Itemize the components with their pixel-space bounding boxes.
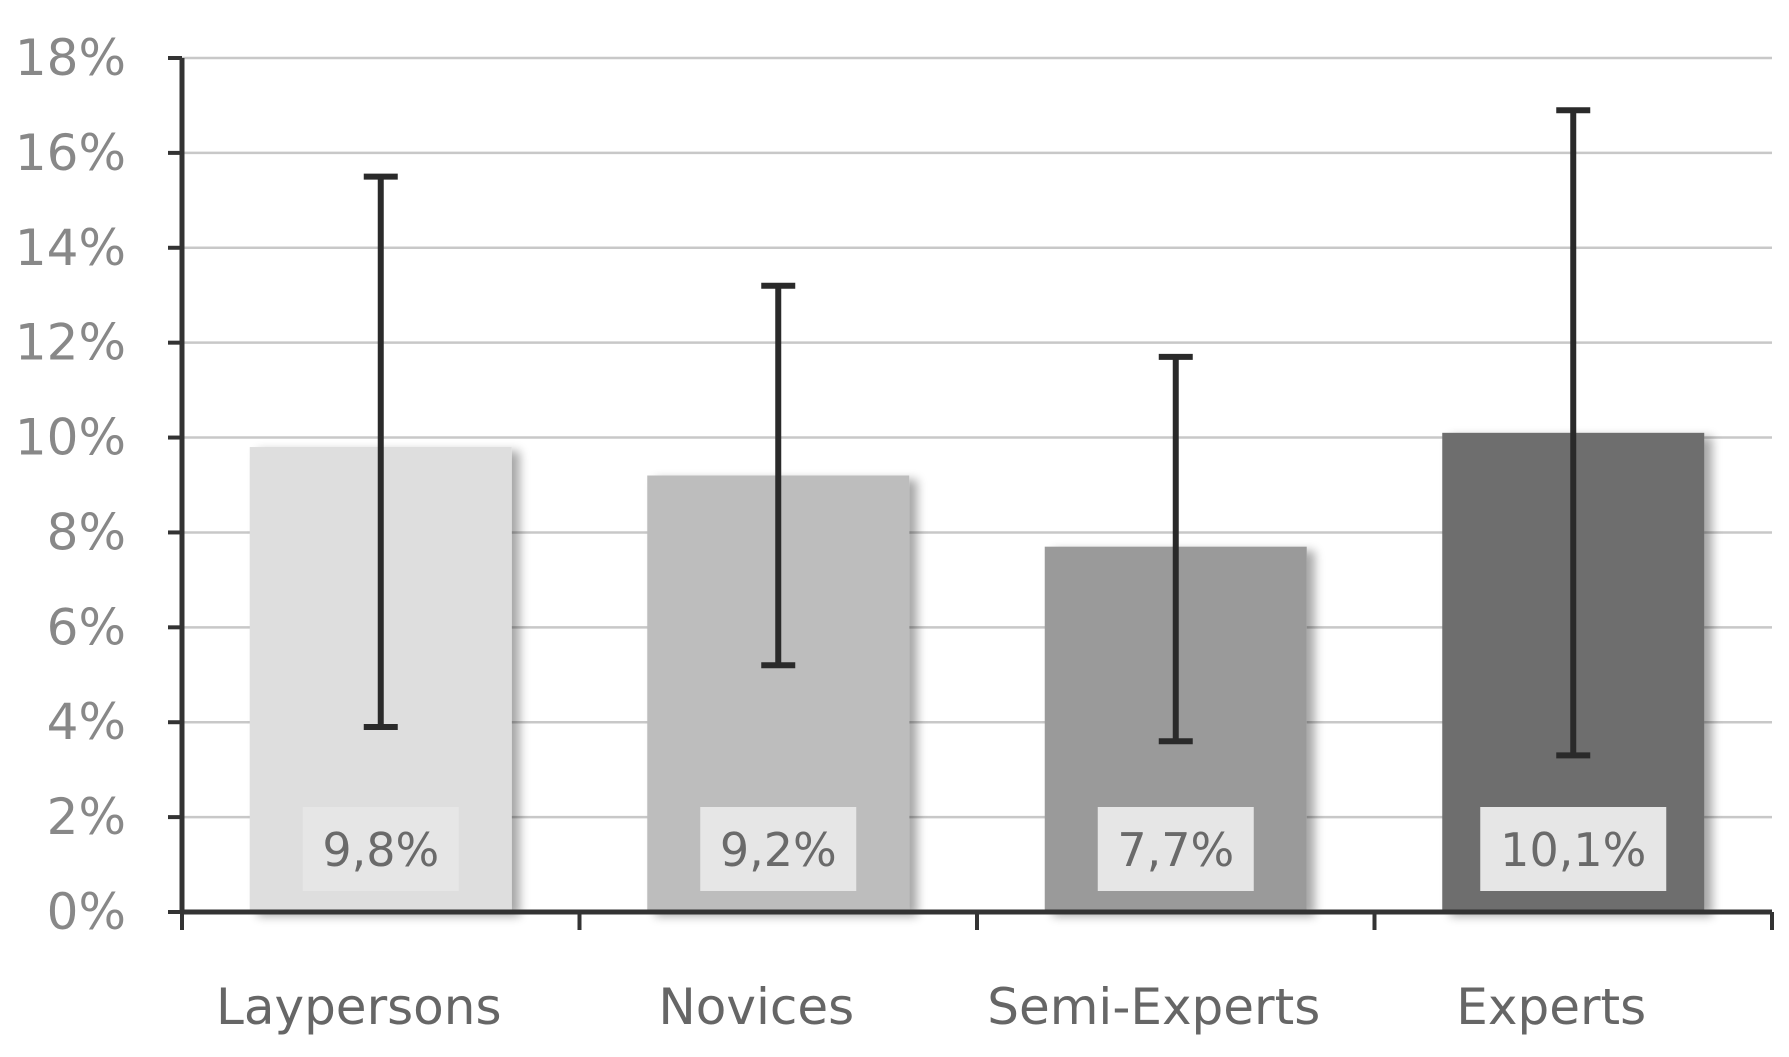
y-tick-label: 4% [47,693,126,751]
y-tick-label: 10% [15,409,126,467]
error-bars [363,107,1591,759]
value-label-box [1097,807,1254,891]
y-tick-label: 16% [15,124,126,182]
value-label-box [302,807,459,891]
y-tick-label: 14% [15,219,126,277]
value-label-box [700,807,857,891]
y-tick-label: 2% [47,788,126,846]
value-label: 9,2% [720,823,837,877]
y-tick-labels: 0% 2% 4% 6% 8% 10% 12% 14% 16% 18% [15,29,126,941]
x-category-labels: Laypersons Novices Semi-Experts Experts [216,978,1646,1036]
y-tick-label: 18% [15,29,126,87]
x-category-label: Experts [1456,978,1646,1036]
y-tick-label: 0% [47,883,126,941]
value-label: 9,8% [322,823,439,877]
y-tick-label: 12% [15,314,126,372]
x-category-label: Laypersons [216,978,502,1036]
value-labels: 9,8% 9,2% 7,7% 10,1% [302,807,1667,891]
axes [168,56,1774,930]
value-label: 7,7% [1117,823,1234,877]
y-tick-label: 6% [47,598,126,656]
y-tick-label: 8% [47,503,126,561]
x-category-label: Semi-Experts [987,978,1320,1036]
value-label-box [1480,807,1667,891]
value-label: 10,1% [1500,823,1646,877]
x-category-label: Novices [658,978,854,1036]
